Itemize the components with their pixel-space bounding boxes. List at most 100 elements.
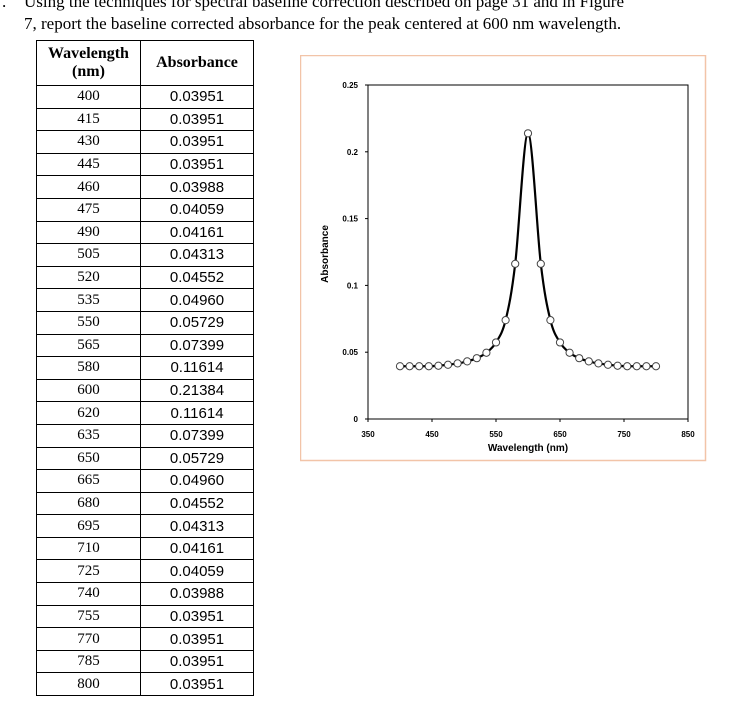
wavelength-cell: 445: [36, 152, 141, 177]
absorbance-table: Wavelength (nm) Absorbance 400 0.03951 415…: [36, 40, 254, 697]
wavelength-cell: 665: [36, 469, 141, 493]
absorbance-cell: 0.04059: [140, 559, 254, 584]
wavelength-cell: 710: [36, 536, 141, 561]
wavelength-cell: 565: [36, 333, 141, 358]
table-row: 785 0.03951: [36, 649, 254, 674]
absorbance-cell: 0.03951: [140, 152, 254, 177]
data-point: [575, 354, 584, 363]
table-row: 600 0.21384: [36, 378, 254, 403]
data-point: [584, 357, 593, 366]
absorbance-cell: 0.04552: [140, 265, 254, 290]
x-tick-label: 550: [489, 430, 503, 439]
x-tick-label: 850: [681, 430, 695, 439]
table-row: 620 0.11614: [36, 401, 254, 425]
table-row: 680 0.04552: [36, 491, 254, 516]
wavelength-cell: 505: [36, 243, 141, 267]
table-row: 460 0.03988: [36, 175, 254, 199]
data-point: [536, 259, 545, 268]
data-point: [453, 359, 462, 368]
absorbance-cell: 0.05729: [140, 446, 254, 471]
data-point: [424, 362, 433, 371]
absorbance-cell: 0.11614: [140, 356, 254, 380]
table-row: 725 0.04059: [36, 559, 254, 584]
table-row: 475 0.04059: [36, 197, 254, 222]
wavelength-cell: 680: [36, 491, 141, 516]
data-point: [523, 129, 533, 138]
data-point: [501, 316, 510, 325]
table-row: 800 0.03951: [36, 672, 254, 697]
table-row: 490 0.04161: [36, 220, 254, 245]
data-point: [594, 359, 603, 368]
question-number: .: [2, 0, 7, 11]
data-point: [546, 316, 555, 325]
question-line-2: 7, report the baseline corrected absorba…: [24, 14, 622, 33]
absorbance-cell: 0.03951: [140, 672, 254, 697]
data-point: [491, 338, 501, 347]
wavelength-cell: 475: [36, 197, 141, 222]
table-row: 665 0.04960: [36, 469, 254, 493]
absorbance-cell: 0.04161: [140, 536, 254, 561]
table-row: 580 0.11614: [36, 356, 254, 380]
data-point: [472, 354, 481, 363]
absorbance-chart: 0 0.05 0.1 0.15 0.2 0.25 350 450 550 650 750 850 Wav…: [300, 55, 707, 462]
wavelength-cell: 415: [36, 107, 141, 132]
table-row: 415 0.03951: [36, 107, 254, 132]
wavelength-cell: 400: [36, 85, 141, 109]
y-tick-label: 0.2: [347, 148, 359, 157]
x-tick-label: 750: [617, 430, 631, 439]
wavelength-cell: 770: [36, 627, 141, 651]
chart-frame: [300, 55, 707, 462]
table-row: 755 0.03951: [36, 604, 254, 629]
table-row: 695 0.04313: [36, 514, 254, 538]
wavelength-cell: 600: [36, 378, 141, 403]
data-point: [603, 360, 613, 369]
wavelength-cell: 635: [36, 423, 141, 448]
absorbance-cell: 0.03951: [140, 604, 254, 629]
data-point: [415, 362, 424, 371]
table-row: 550 0.05729: [36, 310, 254, 335]
absorbance-cell: 0.03951: [140, 649, 254, 674]
wavelength-cell: 620: [36, 401, 141, 425]
data-point: [613, 361, 622, 370]
absorbance-cell: 0.03988: [140, 175, 254, 199]
absorbance-cell: 0.07399: [140, 333, 254, 358]
y-tick-label: 0.15: [342, 215, 358, 224]
data-point: [482, 348, 491, 357]
wavelength-cell: 755: [36, 604, 141, 629]
table-row: 635 0.07399: [36, 423, 254, 448]
table-row: 520 0.04552: [36, 265, 254, 290]
wavelength-cell: 550: [36, 310, 141, 335]
data-point: [632, 362, 641, 371]
data-point: [434, 361, 443, 370]
wavelength-cell: 695: [36, 514, 141, 538]
data-point: [405, 362, 414, 371]
absorbance-cell: 0.11614: [140, 401, 254, 425]
x-tick-label: 450: [425, 430, 439, 439]
x-tick-label: 350: [361, 430, 375, 439]
wavelength-cell: 725: [36, 559, 141, 584]
plot-area: [367, 84, 689, 420]
absorbance-cell: 0.07399: [140, 423, 254, 448]
y-axis-title: Absorbance: [320, 225, 331, 283]
wavelength-cell: 740: [36, 582, 141, 606]
x-axis-title: Wavelength (nm): [488, 443, 568, 454]
table-row: 740 0.03988: [36, 582, 254, 606]
x-tick-label: 650: [553, 430, 567, 439]
table-row: 535 0.04960: [36, 288, 254, 312]
absorbance-cell: 0.04960: [140, 469, 254, 493]
data-point: [511, 259, 520, 268]
data-point: [395, 362, 405, 371]
wavelength-cell: 430: [36, 130, 141, 154]
absorbance-cell: 0.04161: [140, 220, 254, 245]
absorbance-cell: 0.21384: [140, 378, 254, 403]
table-row: 400 0.03951: [36, 85, 254, 109]
header-absorbance: Absorbance: [140, 40, 254, 86]
y-tick-label: 0.25: [342, 81, 358, 90]
data-point: [555, 338, 565, 347]
data-point: [463, 357, 472, 366]
table-row: 505 0.04313: [36, 243, 254, 267]
absorbance-cell: 0.04059: [140, 197, 254, 222]
data-point: [642, 362, 651, 371]
wavelength-cell: 535: [36, 288, 141, 312]
wavelength-cell: 520: [36, 265, 141, 290]
